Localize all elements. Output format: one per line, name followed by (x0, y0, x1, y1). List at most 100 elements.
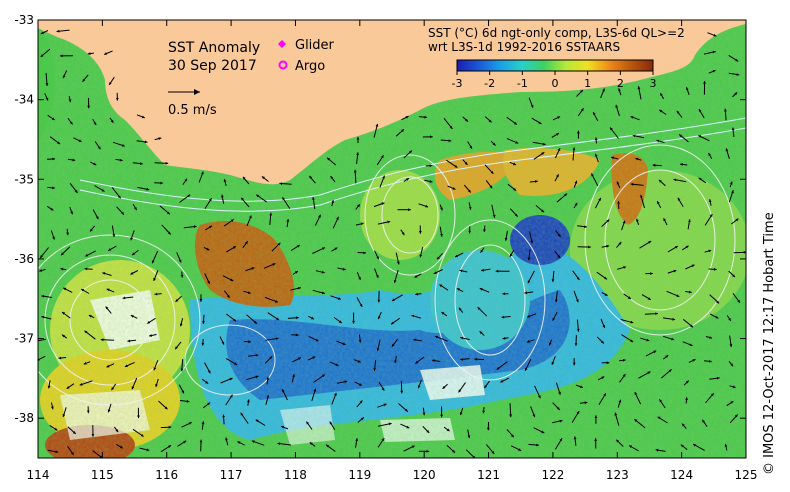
current-arrowhead (677, 197, 681, 201)
current-arrowhead (460, 357, 463, 361)
current-arrowhead (387, 220, 391, 224)
current-arrowhead (233, 246, 236, 249)
current-arrowhead (360, 222, 364, 226)
current-arrowhead (158, 137, 162, 140)
current-arrowhead (730, 401, 734, 404)
current-arrowhead (329, 421, 333, 425)
current-arrowhead (282, 197, 285, 201)
current-arrowhead (286, 219, 290, 222)
velocity-scale: 0.5 m/s (168, 89, 217, 118)
current-arrowhead (489, 185, 493, 189)
current-arrowhead (344, 380, 348, 384)
current-arrowhead (93, 162, 97, 166)
current-arrowhead (381, 387, 385, 391)
current-arrowhead (646, 338, 650, 342)
current-arrowhead (673, 178, 677, 182)
current-arrowhead (269, 212, 273, 216)
current-arrowhead (713, 33, 717, 37)
current-arrowhead (452, 449, 455, 453)
current-arrowhead (52, 186, 55, 190)
current-arrowhead (52, 236, 55, 240)
current-arrowhead (223, 179, 227, 182)
current-arrowhead (623, 266, 627, 269)
current-arrowhead (41, 294, 45, 298)
current-arrowhead (490, 170, 494, 174)
current-arrowhead (676, 294, 680, 297)
map-title: SST Anomaly (168, 40, 260, 56)
current-arrowhead (658, 179, 662, 183)
current-arrowhead (282, 389, 285, 393)
current-arrowhead (452, 187, 456, 190)
current-arrowhead (406, 425, 410, 429)
credit-line: © IMOS 12-Oct-2017 12:17 Hobart Time (762, 212, 777, 475)
current-arrowhead (87, 52, 91, 55)
current-arrowhead (342, 267, 346, 271)
current-arrowhead (580, 108, 584, 112)
lon-tick-label: 125 (735, 468, 758, 482)
colorbar-tick-label: 0 (552, 77, 559, 90)
current-arrowhead (408, 208, 411, 212)
current-arrowhead (357, 204, 360, 208)
current-arrowhead (657, 201, 660, 205)
current-arrowhead (376, 256, 379, 260)
legend-argo: Argo (278, 59, 325, 74)
current-arrowhead (229, 377, 233, 381)
current-arrowhead (207, 402, 211, 406)
current-arrowhead (465, 118, 468, 122)
current-arrowhead (58, 356, 62, 360)
current-arrowhead (394, 360, 397, 364)
current-arrowhead (572, 147, 576, 151)
current-arrowhead (698, 109, 702, 112)
current-arrowhead (483, 229, 486, 232)
current-arrowhead (245, 241, 248, 245)
current-arrowhead (679, 134, 683, 138)
latitude-axis: -33-34-35-36-37-38 (14, 13, 746, 425)
current-arrowhead (730, 363, 734, 367)
current-arrowhead (321, 291, 325, 295)
current-arrowhead (536, 443, 539, 447)
current-arrowhead (165, 161, 169, 165)
current-vectors (38, 29, 746, 458)
current-arrowhead (60, 54, 63, 58)
current-arrowhead (199, 439, 203, 443)
velocity-scale-label: 0.5 m/s (168, 103, 217, 118)
current-arrowhead (640, 194, 643, 198)
current-arrowhead (221, 341, 225, 345)
current-arrowhead (574, 343, 578, 346)
colorbar-tick-label: 2 (617, 77, 624, 90)
current-arrowhead (418, 231, 422, 234)
current-arrowhead (708, 249, 712, 253)
current-arrowhead (180, 368, 184, 372)
current-arrowhead (588, 245, 591, 249)
current-arrowhead (101, 189, 105, 192)
current-arrowhead (330, 176, 334, 180)
current-arrowhead (454, 164, 458, 168)
current-arrowhead (140, 162, 143, 165)
current-arrowhead (202, 321, 205, 324)
current-arrowhead (207, 280, 210, 284)
current-arrowhead (637, 86, 641, 90)
current-arrowhead (514, 213, 518, 217)
current-arrowhead (595, 153, 598, 157)
current-arrowhead (78, 139, 82, 142)
current-arrowhead (530, 104, 534, 108)
current-arrowhead (724, 444, 728, 447)
current-arrowhead (167, 211, 170, 215)
lat-tick-label: -35 (14, 172, 34, 186)
current-arrowhead (130, 237, 133, 241)
current-arrowhead (54, 427, 58, 431)
current-arrowhead (229, 394, 233, 398)
current-arrowhead (602, 88, 605, 92)
current-arrowhead (458, 389, 462, 393)
current-arrowhead (79, 382, 83, 386)
current-arrowhead (530, 240, 534, 244)
current-arrowhead (62, 334, 65, 338)
current-arrowhead (532, 414, 536, 418)
current-arrowhead (630, 116, 634, 119)
current-arrowhead (72, 158, 76, 162)
current-arrowhead (240, 412, 244, 416)
current-arrowhead (52, 157, 55, 161)
current-arrowhead (591, 173, 594, 177)
legend-argo-label: Argo (295, 59, 325, 74)
